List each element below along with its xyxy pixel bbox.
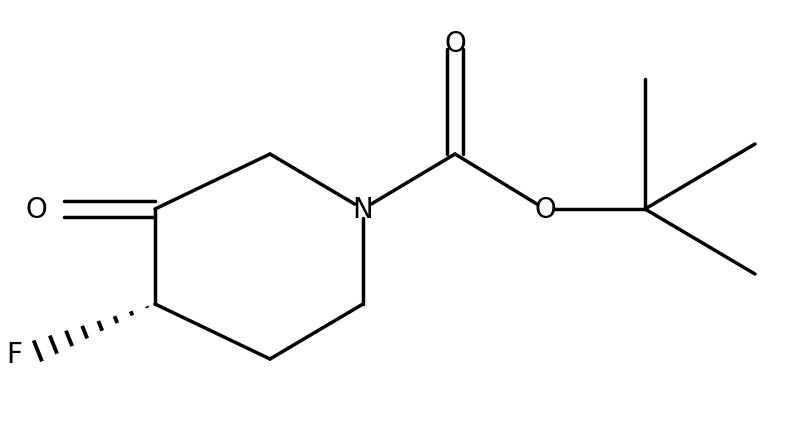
- Text: F: F: [6, 340, 22, 368]
- Text: O: O: [444, 30, 466, 58]
- Text: O: O: [25, 196, 47, 224]
- Text: O: O: [534, 196, 556, 224]
- Text: N: N: [352, 196, 373, 224]
